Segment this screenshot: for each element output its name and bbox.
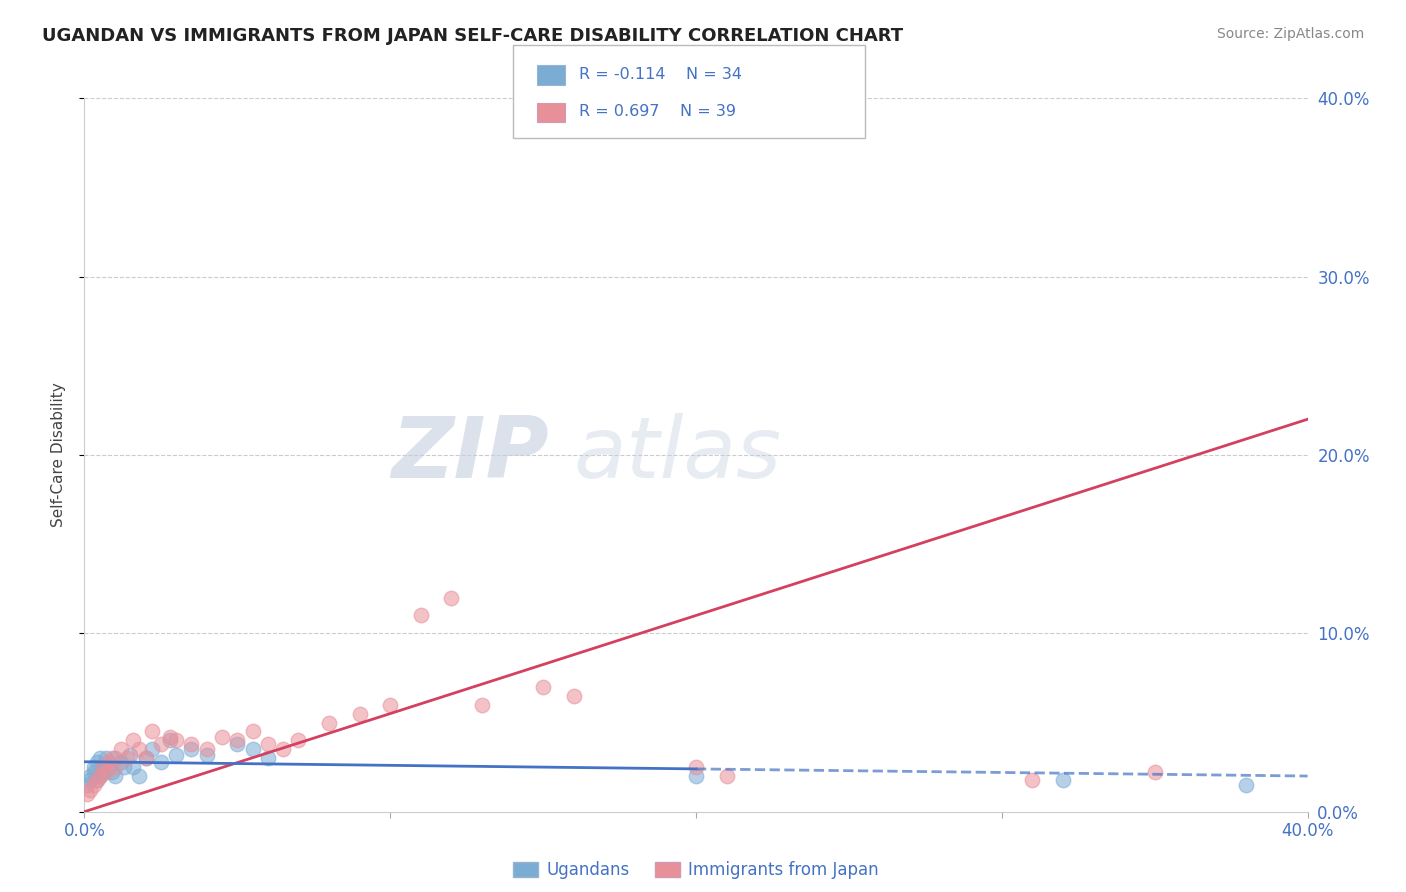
Point [1052, 772, 1074, 787]
Point [149, 737, 172, 751]
Point [76, 778, 98, 792]
Point [1021, 772, 1043, 787]
Point [112, 760, 135, 774]
Point [242, 724, 264, 739]
Point [89, 769, 111, 783]
Point [86, 755, 108, 769]
Point [380, 698, 402, 712]
Point [257, 751, 280, 765]
Point [141, 724, 163, 739]
Point [531, 680, 554, 694]
Point [115, 751, 138, 765]
Point [349, 706, 371, 721]
Point [104, 751, 127, 765]
Y-axis label: Self-Care Disability: Self-Care Disability [51, 383, 66, 527]
Point [91, 760, 114, 774]
Point [135, 751, 157, 765]
Text: Source: ZipAtlas.com: Source: ZipAtlas.com [1216, 27, 1364, 41]
Point [91, 765, 114, 780]
Point [122, 733, 145, 747]
Point [122, 760, 145, 774]
Text: R = 0.697    N = 39: R = 0.697 N = 39 [579, 104, 737, 119]
Point [195, 742, 218, 756]
Point [79, 769, 101, 783]
Point [94, 765, 117, 780]
Point [83, 765, 105, 780]
Point [97, 755, 120, 769]
Point [94, 751, 117, 765]
Point [101, 765, 124, 780]
Point [159, 733, 181, 747]
Point [104, 769, 127, 783]
Point [79, 772, 101, 787]
Point [271, 742, 294, 756]
Point [141, 742, 163, 756]
Point [180, 742, 202, 756]
Point [287, 733, 309, 747]
Point [83, 778, 105, 792]
Point [86, 772, 108, 787]
Point [409, 608, 432, 623]
Point [83, 760, 105, 774]
Point [716, 769, 738, 783]
Point [1143, 765, 1166, 780]
Point [471, 698, 494, 712]
Point [97, 760, 120, 774]
Point [79, 783, 101, 797]
Point [120, 747, 142, 762]
Point [242, 742, 264, 756]
Text: UGANDAN VS IMMIGRANTS FROM JAPAN SELF-CARE DISABILITY CORRELATION CHART: UGANDAN VS IMMIGRANTS FROM JAPAN SELF-CA… [42, 27, 903, 45]
Point [101, 751, 124, 765]
Text: ZIP: ZIP [391, 413, 550, 497]
Point [226, 737, 249, 751]
Text: R = -0.114    N = 34: R = -0.114 N = 34 [579, 67, 742, 81]
Point [685, 769, 707, 783]
Point [440, 591, 463, 605]
Point [76, 787, 98, 801]
Point [318, 715, 340, 730]
Point [110, 755, 132, 769]
Point [128, 742, 150, 756]
Point [110, 742, 132, 756]
Point [89, 769, 111, 783]
Text: atlas: atlas [574, 413, 782, 497]
Point [91, 760, 114, 774]
Point [1236, 778, 1258, 792]
Point [165, 733, 187, 747]
Point [562, 689, 585, 703]
Point [226, 733, 249, 747]
Point [128, 769, 150, 783]
Point [180, 737, 202, 751]
Point [89, 751, 111, 765]
Point [149, 755, 172, 769]
Point [135, 751, 157, 765]
Point [257, 737, 280, 751]
Legend: Ugandans, Immigrants from Japan: Ugandans, Immigrants from Japan [506, 855, 886, 886]
Point [159, 730, 181, 744]
Point [104, 760, 127, 774]
Point [195, 747, 218, 762]
Point [86, 772, 108, 787]
Point [165, 747, 187, 762]
Point [685, 760, 707, 774]
Point [211, 730, 233, 744]
